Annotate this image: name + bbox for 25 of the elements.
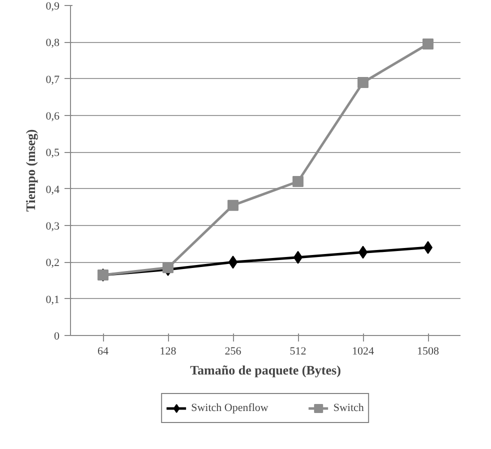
y-tick-label: 0,4 (46, 184, 60, 196)
x-tick-label: 1024 (352, 346, 374, 358)
y-tick-label: 0,6 (46, 110, 60, 122)
y-tick-label: 0,3 (46, 220, 60, 232)
y-axis-title: Tiempo (mseg) (22, 129, 38, 212)
x-tick-label: 128 (160, 346, 177, 358)
y-tick-label: 0,7 (46, 74, 60, 86)
y-tick-label: 0 (54, 330, 60, 342)
y-tick-label: 0,1 (46, 294, 60, 306)
legend-label: Switch Openflow (191, 402, 268, 414)
x-tick-label: 1508 (417, 346, 440, 358)
y-tick-label: 0,5 (46, 147, 60, 160)
point (228, 200, 238, 211)
x-tick-label: 64 (98, 346, 109, 358)
point (162, 262, 174, 274)
point (358, 77, 368, 88)
x-tick-label: 256 (224, 346, 242, 358)
y-tick-label: 0,8 (46, 37, 60, 50)
y-tick-label: 0,2 (46, 257, 60, 270)
x-axis-title: Tamaño de paquete (Bytes) (190, 362, 341, 378)
y-tick-label: 0,9 (46, 0, 60, 12)
point (422, 38, 434, 50)
x-tick-label: 512 (290, 346, 306, 358)
legend-label: Switch (333, 402, 364, 414)
point (292, 176, 304, 187)
